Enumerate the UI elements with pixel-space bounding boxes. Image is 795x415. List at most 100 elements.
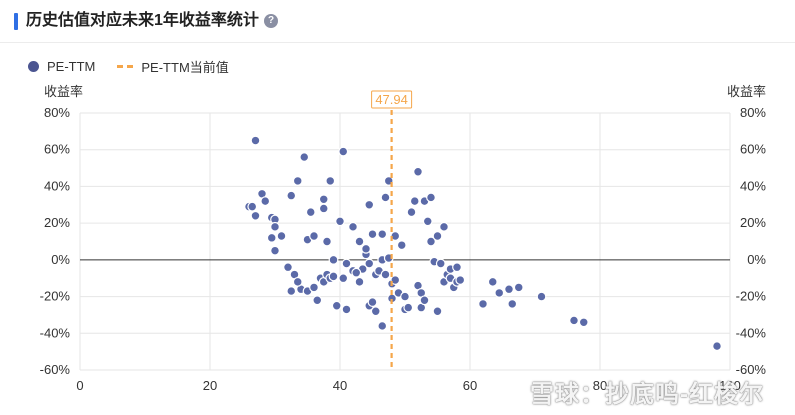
scatter-point[interactable] [338, 273, 349, 284]
scatter-point[interactable] [325, 176, 336, 186]
scatter-point[interactable] [364, 199, 375, 210]
scatter-point[interactable] [351, 267, 362, 278]
scatter-point[interactable] [331, 300, 342, 311]
scatter-point[interactable] [354, 236, 365, 247]
y-tick-label-left: 80% [44, 105, 70, 120]
scatter-point[interactable] [435, 258, 446, 269]
scatter-point[interactable] [318, 194, 329, 205]
scatter-point[interactable] [380, 269, 391, 280]
x-tick-label: 40 [333, 378, 347, 393]
scatter-point[interactable] [312, 295, 323, 306]
y-tick-label-left: -40% [40, 325, 71, 340]
scatter-point[interactable] [504, 284, 514, 295]
y-axis-title-left: 收益率 [44, 84, 83, 99]
scatter-point[interactable] [328, 254, 339, 265]
scatter-point[interactable] [250, 135, 261, 146]
question-icon[interactable]: ? [264, 14, 278, 28]
scatter-point[interactable] [406, 207, 417, 218]
scatter-point[interactable] [328, 271, 339, 282]
y-tick-label-right: -20% [736, 289, 767, 304]
current-value-layer: 47.94 [371, 90, 413, 370]
scatter-point[interactable] [292, 176, 303, 186]
scatter-point[interactable] [426, 192, 436, 203]
scatter-point[interactable] [712, 341, 722, 352]
x-tick-label: 80 [593, 378, 607, 393]
y-axis-title-right: 收益率 [727, 84, 766, 99]
scatter-point[interactable] [422, 216, 433, 227]
scatter-point[interactable] [283, 262, 293, 273]
scatter-point[interactable] [260, 196, 271, 207]
scatter-point[interactable] [247, 201, 258, 212]
y-tick-label-right: 0% [747, 252, 766, 267]
scatter-point[interactable] [390, 231, 401, 241]
scatter-point[interactable] [409, 196, 420, 207]
scatter-point[interactable] [478, 299, 488, 309]
y-tick-label-left: -60% [40, 362, 71, 377]
scatter-point[interactable] [452, 262, 462, 273]
scatter-point[interactable] [432, 231, 443, 241]
scatter-point[interactable] [426, 236, 436, 247]
scatter-point[interactable] [367, 297, 378, 307]
scatter-point[interactable] [439, 221, 449, 232]
scatter-point[interactable] [400, 291, 410, 302]
scatter-point[interactable] [354, 276, 365, 287]
scatter-point[interactable] [536, 291, 547, 302]
grid-layer [79, 112, 731, 371]
y-tick-label-right: 60% [740, 142, 766, 157]
scatter-point[interactable] [364, 258, 375, 269]
scatter-point[interactable] [380, 192, 391, 203]
scatter-point[interactable] [286, 286, 297, 296]
legend-label-current-pe: PE-TTM当前值 [141, 59, 229, 75]
scatter-point[interactable] [494, 288, 505, 298]
scatter-point[interactable] [419, 295, 430, 306]
scatter-point[interactable] [487, 276, 498, 287]
y-tick-label-left: -20% [40, 289, 71, 304]
axis-labels: 80% 80% 60% 60% 40% 40% 20% 20% 0% 0% -20% -20% -40%… [40, 105, 767, 393]
scatter-point[interactable] [270, 245, 280, 256]
y-tick-label-right: 40% [740, 178, 766, 193]
scatter-point[interactable] [413, 166, 423, 177]
legend-label-pe-ttm: PE-TTM [47, 58, 96, 74]
scatter-point[interactable] [370, 306, 381, 317]
legend-item-pe-ttm[interactable]: PE-TTM [28, 59, 95, 74]
legend-item-current-pe[interactable]: PE-TTM当前值 [117, 57, 229, 76]
title-accent-bar [14, 13, 18, 30]
scatter-point[interactable] [341, 304, 352, 315]
scatter-point[interactable] [396, 240, 407, 251]
y-tick-label-left: 20% [44, 215, 70, 230]
scatter-point[interactable] [507, 299, 518, 309]
scatter-point[interactable] [309, 231, 319, 241]
scatter-point[interactable] [569, 315, 579, 326]
scatter-point[interactable] [270, 221, 280, 232]
scatter-point[interactable] [318, 203, 329, 214]
y-tick-label-right: -60% [736, 362, 767, 377]
scatter-point[interactable] [266, 232, 277, 243]
scatter-point[interactable] [341, 258, 352, 269]
scatter-point[interactable] [309, 282, 319, 293]
x-tick-label: 20 [203, 378, 217, 393]
scatter-point[interactable] [276, 231, 287, 241]
scatter-point[interactable] [286, 190, 297, 201]
scatter-point[interactable] [299, 152, 310, 162]
scatter-point[interactable] [403, 302, 414, 313]
scatter-point[interactable] [513, 282, 524, 293]
chart-title: 历史估值对应未来1年收益率统计 [26, 12, 259, 29]
scatter-point[interactable] [322, 236, 332, 247]
scatter-point[interactable] [292, 276, 303, 287]
scatter-point[interactable] [335, 216, 345, 227]
scatter-point[interactable] [348, 221, 358, 232]
scatter-point[interactable] [305, 207, 316, 218]
scatter-point[interactable] [455, 275, 466, 285]
scatter-point[interactable] [250, 210, 261, 221]
y-tick-label-left: 0% [51, 252, 70, 267]
scatter-point[interactable] [361, 243, 371, 254]
scatter-point[interactable] [432, 306, 443, 317]
scatter-point[interactable] [377, 321, 388, 331]
scatter-point[interactable] [578, 317, 589, 328]
scatter-point[interactable] [390, 275, 401, 285]
points-layer [244, 135, 722, 352]
scatter-point[interactable] [377, 229, 388, 240]
scatter-point[interactable] [338, 146, 349, 157]
scatter-point[interactable] [367, 229, 378, 240]
